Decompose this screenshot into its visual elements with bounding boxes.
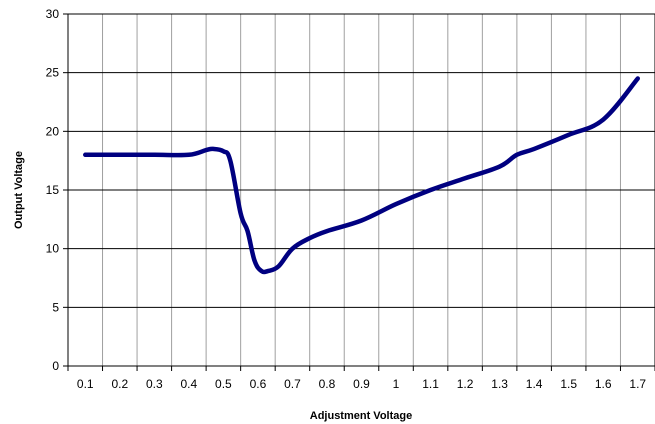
x-tick-label: 0.3	[146, 377, 163, 391]
x-tick-label: 1.4	[526, 377, 543, 391]
x-tick-label: 0.6	[250, 377, 267, 391]
series-layer	[83, 76, 640, 275]
horizontal-gridlines	[68, 72, 655, 308]
y-tick-label: 20	[46, 124, 60, 138]
x-tick-label: 1.6	[595, 377, 612, 391]
x-tick-label: 0.5	[215, 377, 232, 391]
y-tick-label: 15	[46, 183, 60, 197]
x-tick-label: 1.3	[491, 377, 508, 391]
x-tick-label: 0.4	[181, 377, 198, 391]
x-tick-label: 0.8	[319, 377, 336, 391]
x-tick-label: 1.5	[560, 377, 577, 391]
y-tick-label: 0	[52, 359, 59, 373]
series-line	[83, 76, 640, 275]
y-axis-title: Output Voltage	[13, 151, 25, 229]
x-tick-label: 1.7	[629, 377, 646, 391]
y-tick-labels: 0 5 10 15 20 25 30	[46, 7, 60, 373]
y-tick-label: 10	[46, 242, 60, 256]
x-tick-label: 1.1	[422, 377, 439, 391]
x-tick-label: 0.7	[284, 377, 301, 391]
x-tick-label: 1.2	[457, 377, 474, 391]
y-tick-label: 30	[46, 7, 60, 21]
x-axis-title: Adjustment Voltage	[310, 410, 412, 422]
y-tick-marks	[63, 13, 68, 367]
x-tick-label: 1	[393, 377, 400, 391]
y-tick-label: 25	[46, 66, 60, 80]
x-tick-label: 0.1	[77, 377, 94, 391]
y-tick-label: 5	[52, 300, 59, 314]
x-tick-label: 0.9	[353, 377, 370, 391]
x-tick-marks	[67, 366, 655, 371]
x-tick-labels: 0.1 0.2 0.3 0.4 0.5 0.6 0.7 0.8 0.9 1 1.1 1.2 1.3 1.4…	[77, 377, 646, 391]
x-tick-label: 0.2	[111, 377, 128, 391]
